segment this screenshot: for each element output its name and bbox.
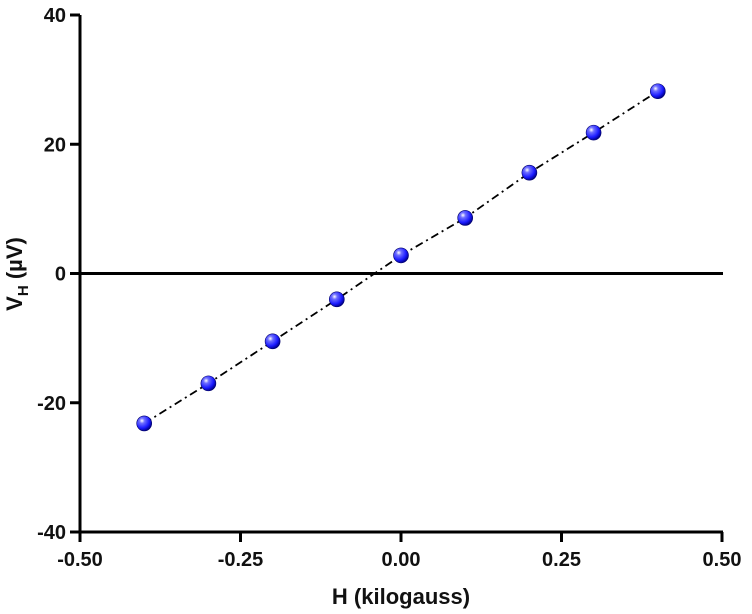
y-axis-title-main: V: [2, 296, 27, 311]
data-point: [585, 124, 602, 141]
data-point: [136, 415, 152, 432]
x-tick-label: 0.25: [542, 549, 581, 571]
x-axis-title: H (kilogauss): [332, 584, 470, 609]
x-tick-label: 0.00: [382, 549, 421, 571]
y-tick-label: -40: [37, 522, 66, 544]
data-point: [264, 333, 281, 350]
x-tick-label: -0.50: [57, 549, 103, 571]
data-point: [649, 83, 666, 100]
data-point: [328, 291, 345, 308]
y-tick-label: 0: [55, 264, 66, 286]
data-marks: [136, 83, 666, 432]
axes: -0.50 -0.25 0.00 0.25 0.50 -40 -20 0 20 40: [37, 5, 741, 571]
y-tick-label: 40: [44, 5, 66, 27]
data-point: [200, 375, 217, 392]
y-axis-title: VH (µV): [2, 237, 32, 311]
y-tick-label: -20: [37, 393, 66, 415]
y-axis-title-sub: H: [15, 285, 32, 296]
data-point: [457, 210, 474, 226]
data-point: [521, 164, 538, 181]
y-tick-label: 20: [44, 134, 66, 156]
x-tick-label: -0.25: [218, 549, 264, 571]
x-tick-label: 0.50: [703, 549, 742, 571]
y-axis-title-unit: (µV): [2, 237, 27, 285]
data-point: [393, 247, 409, 264]
